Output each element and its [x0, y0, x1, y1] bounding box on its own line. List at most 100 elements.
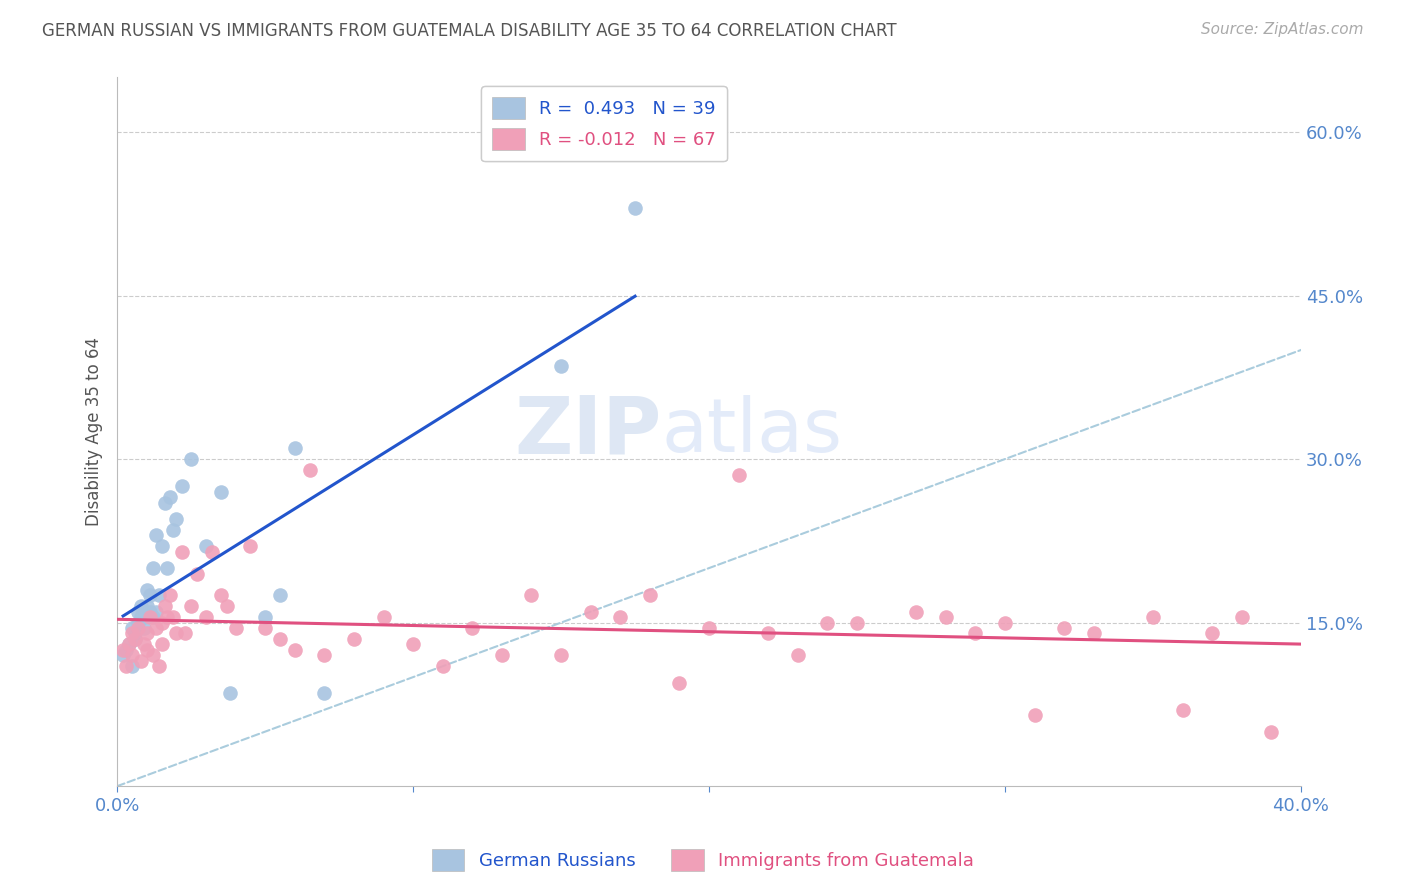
Point — [159, 588, 181, 602]
Point — [135, 643, 157, 657]
Point — [159, 490, 181, 504]
Point — [148, 659, 170, 673]
Point — [135, 626, 157, 640]
Point — [150, 637, 173, 651]
Point — [269, 588, 291, 602]
Y-axis label: Disability Age 35 to 64: Disability Age 35 to 64 — [86, 337, 103, 526]
Point — [124, 626, 146, 640]
Point — [402, 637, 425, 651]
Point — [127, 615, 149, 630]
Point — [172, 545, 194, 559]
Point — [269, 632, 291, 646]
Point — [129, 610, 152, 624]
Point — [139, 588, 162, 602]
Point — [697, 621, 720, 635]
Point — [846, 615, 869, 630]
Text: Source: ZipAtlas.com: Source: ZipAtlas.com — [1201, 22, 1364, 37]
Point — [174, 626, 197, 640]
Point — [1230, 610, 1253, 624]
Point — [118, 637, 141, 651]
Point — [373, 610, 395, 624]
Point — [1024, 708, 1046, 723]
Point — [609, 610, 631, 624]
Point — [132, 610, 155, 624]
Point — [142, 648, 165, 663]
Point — [180, 599, 202, 614]
Point — [124, 632, 146, 646]
Point — [127, 605, 149, 619]
Point — [112, 648, 135, 663]
Point — [135, 582, 157, 597]
Point — [139, 605, 162, 619]
Point — [153, 599, 176, 614]
Point — [201, 545, 224, 559]
Point — [314, 686, 336, 700]
Point — [491, 648, 513, 663]
Point — [432, 659, 454, 673]
Point — [638, 588, 661, 602]
Point — [579, 605, 602, 619]
Point — [461, 621, 484, 635]
Point — [142, 610, 165, 624]
Point — [194, 610, 217, 624]
Point — [1201, 626, 1223, 640]
Point — [965, 626, 987, 640]
Point — [935, 610, 957, 624]
Point — [121, 648, 143, 663]
Point — [150, 615, 173, 630]
Point — [254, 621, 277, 635]
Point — [1171, 703, 1194, 717]
Point — [156, 610, 179, 624]
Point — [314, 648, 336, 663]
Point — [994, 615, 1017, 630]
Point — [218, 686, 240, 700]
Point — [520, 588, 543, 602]
Point — [550, 359, 572, 374]
Point — [905, 605, 928, 619]
Point — [129, 599, 152, 614]
Point — [1053, 621, 1076, 635]
Point — [129, 654, 152, 668]
Point — [145, 605, 167, 619]
Point — [1083, 626, 1105, 640]
Legend: R =  0.493   N = 39, R = -0.012   N = 67: R = 0.493 N = 39, R = -0.012 N = 67 — [481, 87, 727, 161]
Point — [135, 599, 157, 614]
Point — [132, 637, 155, 651]
Point — [284, 643, 307, 657]
Point — [150, 539, 173, 553]
Point — [121, 626, 143, 640]
Point — [118, 637, 141, 651]
Point — [550, 648, 572, 663]
Point — [225, 621, 247, 635]
Point — [239, 539, 262, 553]
Point — [215, 599, 238, 614]
Point — [1142, 610, 1164, 624]
Text: atlas: atlas — [662, 395, 842, 468]
Point — [156, 561, 179, 575]
Point — [815, 615, 838, 630]
Point — [727, 468, 749, 483]
Point — [121, 621, 143, 635]
Point — [180, 452, 202, 467]
Point — [145, 621, 167, 635]
Legend: German Russians, Immigrants from Guatemala: German Russians, Immigrants from Guatema… — [425, 842, 981, 879]
Point — [124, 632, 146, 646]
Point — [284, 441, 307, 455]
Point — [127, 621, 149, 635]
Point — [209, 484, 232, 499]
Point — [624, 201, 647, 215]
Point — [756, 626, 779, 640]
Point — [165, 626, 187, 640]
Point — [209, 588, 232, 602]
Point — [115, 643, 138, 657]
Point — [145, 528, 167, 542]
Point — [153, 496, 176, 510]
Text: GERMAN RUSSIAN VS IMMIGRANTS FROM GUATEMALA DISABILITY AGE 35 TO 64 CORRELATION : GERMAN RUSSIAN VS IMMIGRANTS FROM GUATEM… — [42, 22, 897, 40]
Point — [298, 463, 321, 477]
Point — [162, 610, 184, 624]
Point — [254, 610, 277, 624]
Point — [115, 659, 138, 673]
Point — [112, 643, 135, 657]
Point — [343, 632, 366, 646]
Point — [139, 610, 162, 624]
